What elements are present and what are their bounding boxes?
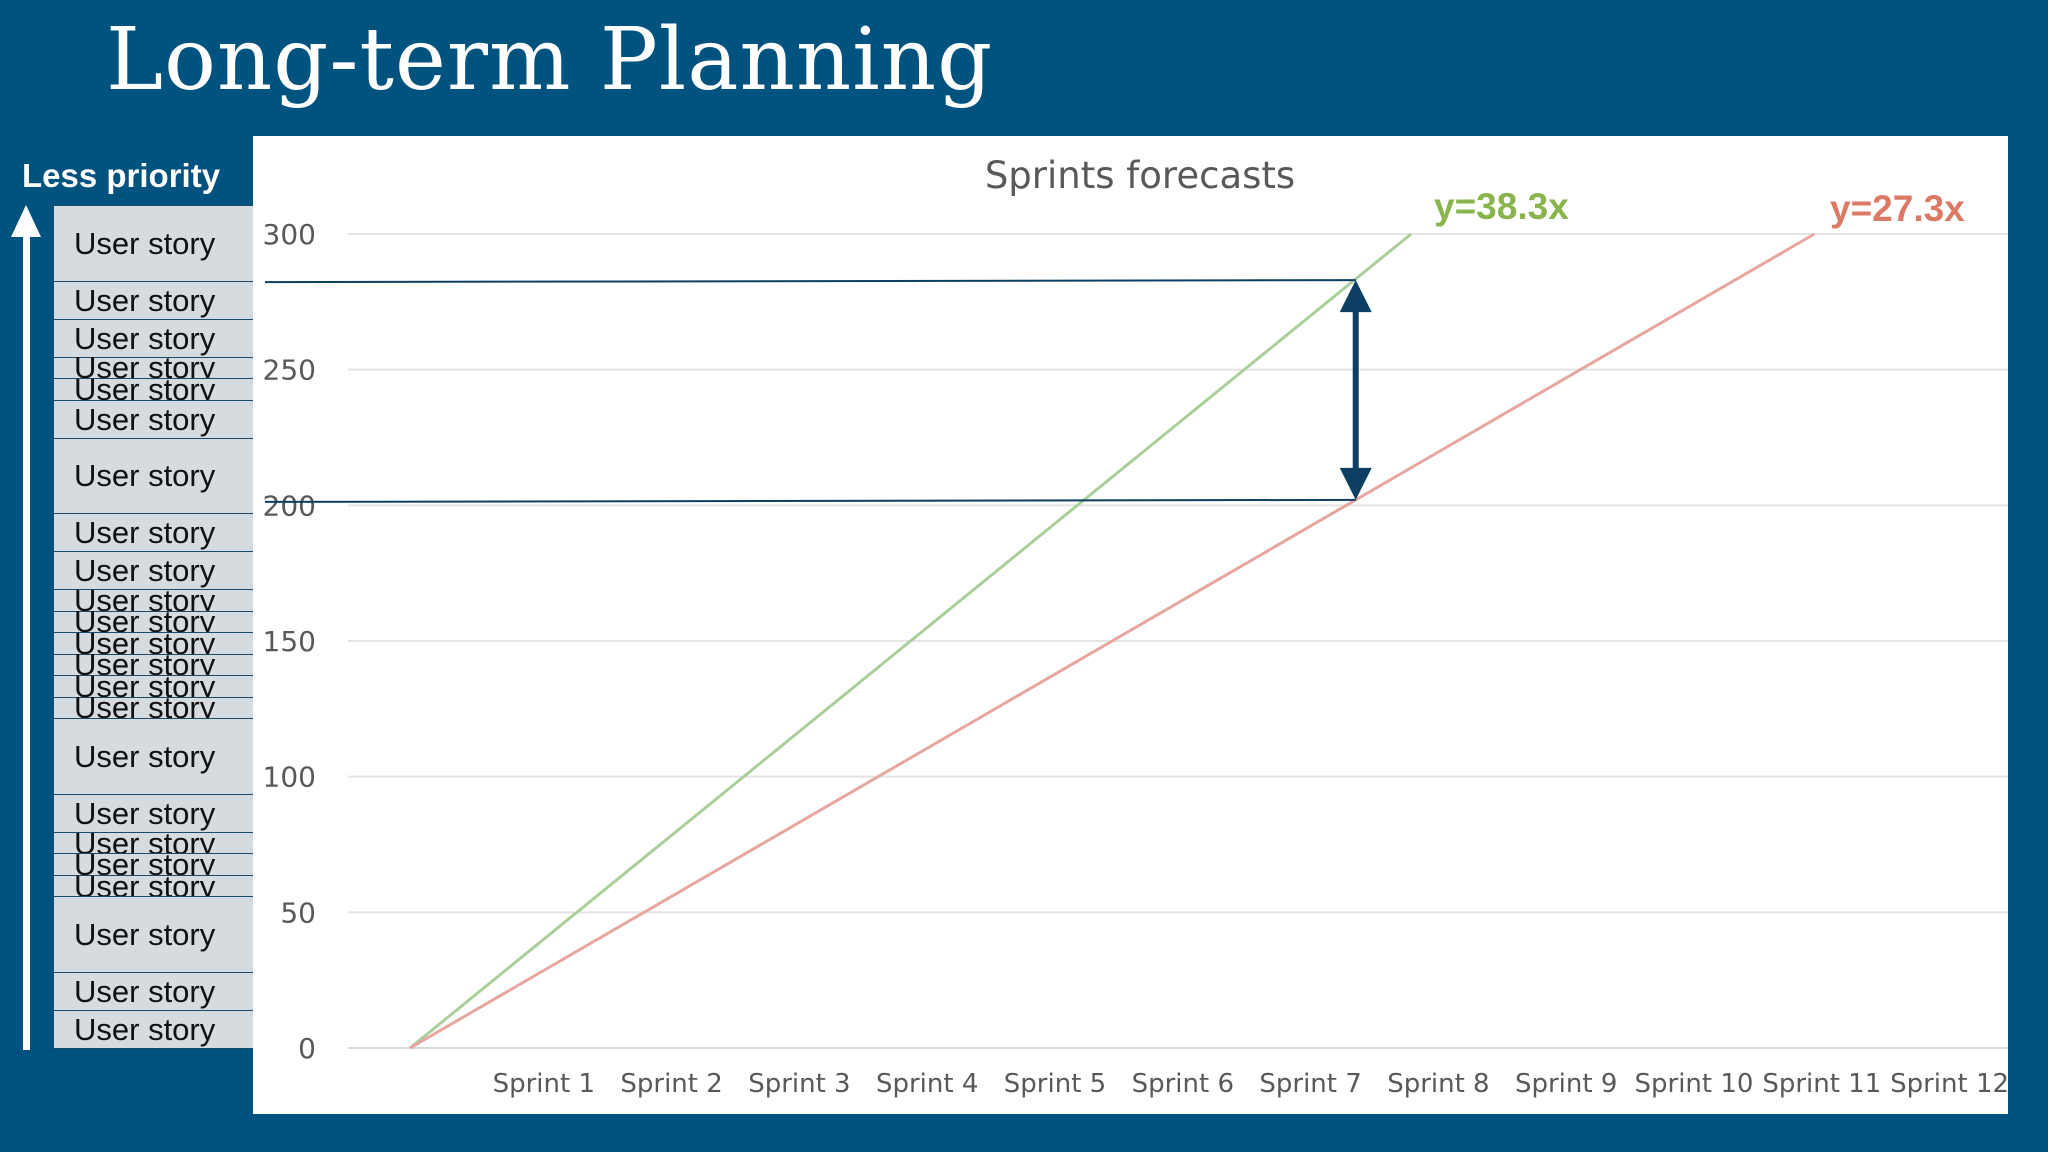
- x-tick-label: Sprint 4: [876, 1069, 978, 1099]
- chart-panel: Sprints forecasts 0 50 100 150 200 250 300 Sprin…: [253, 136, 2008, 1114]
- series-line: [409, 232, 1816, 1050]
- y-tick-label: 100: [263, 761, 316, 794]
- user-story-item: User story: [53, 693, 259, 723]
- x-tick-label: Sprint 11: [1762, 1069, 1881, 1099]
- user-story-item: User story: [53, 374, 259, 405]
- user-story-item: User story: [53, 718, 259, 795]
- x-tick-label: Sprint 7: [1259, 1069, 1361, 1099]
- user-story-item: User story: [53, 513, 259, 553]
- y-tick-label: 50: [280, 896, 316, 929]
- x-tick-label: Sprint 3: [748, 1069, 850, 1099]
- user-story-item: User story: [53, 896, 259, 974]
- user-story-item: User story: [53, 628, 259, 659]
- y-tick-label: 200: [263, 489, 316, 522]
- sprints-forecast-chart: Sprints forecasts 0 50 100 150 200 250 300 Sprin…: [263, 154, 2008, 1099]
- user-story-item: User story: [53, 399, 259, 439]
- series-label: y=38.3x: [1434, 186, 1569, 227]
- y-tick-label: 150: [263, 625, 316, 658]
- x-tick-label: Sprint 6: [1132, 1069, 1234, 1099]
- user-story-item: User story: [53, 318, 259, 358]
- x-tick-label: Sprint 12: [1890, 1069, 2008, 1099]
- slide-title: Long-term Planning: [106, 10, 994, 110]
- user-story-item: User story: [53, 437, 259, 515]
- user-story-list: User story User story User story User story…: [53, 205, 261, 1049]
- user-story-item: User story: [53, 871, 259, 901]
- user-story-item: User story: [53, 849, 259, 880]
- x-tick-label: Sprint 9: [1515, 1069, 1617, 1099]
- user-story-item: User story: [53, 280, 259, 320]
- chart-title: Sprints forecasts: [985, 154, 1295, 197]
- y-tick-label: 0: [298, 1032, 316, 1065]
- y-tick-label: 300: [263, 218, 316, 251]
- user-story-item: User story: [53, 205, 259, 282]
- priority-up-arrow-icon: [11, 205, 41, 1050]
- x-tick-label: Sprint 8: [1387, 1069, 1489, 1099]
- series-label: y=27.3x: [1830, 188, 1965, 229]
- x-tick-label: Sprint 2: [620, 1069, 722, 1099]
- user-story-item: User story: [53, 671, 259, 702]
- user-story-item: User story: [53, 607, 259, 637]
- user-story-item: User story: [53, 551, 259, 591]
- y-tick-label: 250: [263, 354, 316, 387]
- x-tick-label: Sprint 10: [1635, 1069, 1754, 1099]
- series-line: [409, 232, 1412, 1050]
- x-tick-label: Sprint 1: [493, 1069, 595, 1099]
- user-story-item: User story: [53, 972, 259, 1012]
- user-story-item: User story: [53, 793, 259, 833]
- user-story-item: User story: [53, 1010, 259, 1049]
- priority-label: Less priority: [22, 157, 221, 194]
- x-tick-label: Sprint 5: [1004, 1069, 1106, 1099]
